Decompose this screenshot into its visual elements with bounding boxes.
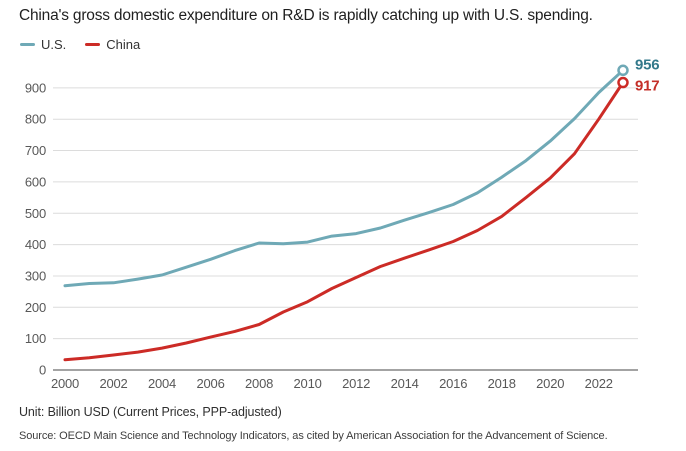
y-axis-tick-label: 900: [25, 80, 46, 95]
x-axis-tick-label: 2008: [245, 376, 273, 391]
legend-item-china: China: [85, 37, 140, 52]
y-axis-tick-label: 0: [39, 363, 46, 378]
x-axis-tick-label: 2004: [148, 376, 176, 391]
legend-item-us: U.S.: [20, 37, 66, 52]
chart-title: China's gross domestic expenditure on R&…: [19, 7, 593, 24]
y-axis-tick-label: 400: [25, 237, 46, 252]
x-axis-tick-label: 2014: [391, 376, 419, 391]
y-axis-tick-label: 600: [25, 174, 46, 189]
us-legend-label: U.S.: [41, 37, 67, 52]
us-line-swatch-icon: [20, 42, 35, 47]
y-axis-tick-label: 800: [25, 112, 46, 127]
china-line-swatch-icon: [85, 42, 101, 47]
x-axis-tick-label: 2012: [342, 376, 370, 391]
us-end-value-label: 956: [635, 56, 659, 73]
us-line: [63, 68, 625, 288]
x-axis-tick-label: 2000: [51, 376, 79, 391]
unit-note: Unit: Billion USD (Current Prices, PPP-a…: [19, 405, 282, 419]
china-end-value-label: 917: [635, 78, 659, 95]
y-axis-tick-label: 200: [25, 300, 46, 315]
y-axis-tick-label: 500: [25, 206, 46, 221]
x-axis-tick-label: 2006: [197, 376, 225, 391]
us-endpoint-marker: [617, 64, 629, 77]
x-axis-tick-label: 2010: [294, 376, 322, 391]
x-axis-tick-label: 2020: [536, 376, 564, 391]
y-axis-tick-label: 100: [25, 331, 46, 346]
y-axis-tick-label: 700: [25, 143, 46, 158]
legend: U.S. China: [20, 37, 140, 52]
china-line: [63, 81, 625, 362]
line-chart: 0 100 200 300 400 500 600 700 800 900 2000 2002 2004…: [25, 56, 660, 391]
x-axis-tick-label: 2002: [99, 376, 127, 391]
x-axis-tick-label: 2022: [585, 376, 613, 391]
source-note: Source: OECD Main Science and Technology…: [19, 430, 608, 442]
china-endpoint-marker: [617, 76, 629, 89]
x-axis-tick-label: 2018: [488, 376, 516, 391]
china-legend-label: China: [106, 37, 141, 52]
x-axis-tick-label: 2016: [439, 376, 467, 391]
y-axis-tick-label: 300: [25, 268, 46, 283]
